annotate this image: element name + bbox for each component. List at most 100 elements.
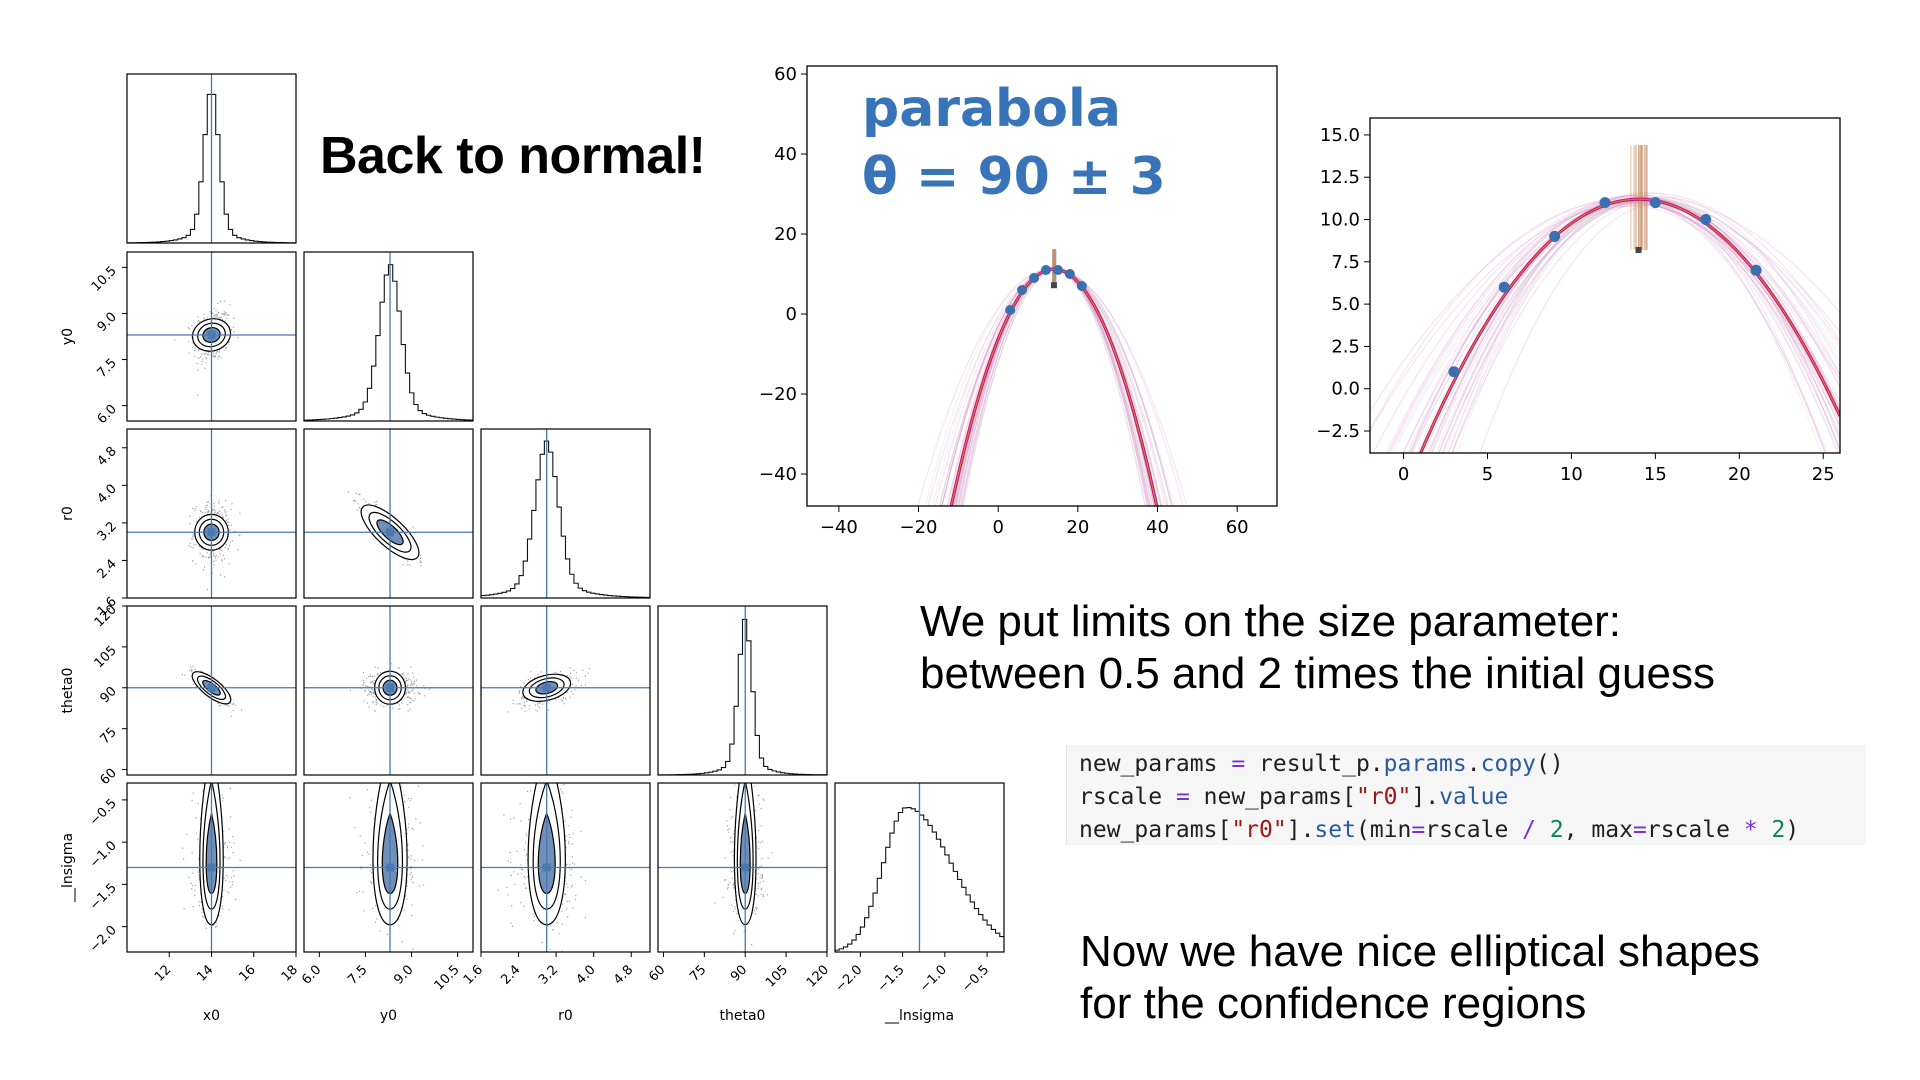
posterior-curve — [1451, 198, 1840, 453]
plot-area — [1370, 145, 1840, 453]
truth-marker — [207, 863, 216, 872]
annotation-line-2: θ = 90 ± 3 — [862, 147, 1166, 207]
x-tick-label: 90 — [728, 962, 750, 984]
truth-marker — [386, 528, 395, 537]
posterior-curve — [961, 269, 1155, 506]
corner-panel-r0-r0 — [480, 428, 651, 599]
data-point — [1040, 265, 1051, 275]
posterior-curve — [1408, 196, 1840, 453]
panel-content — [835, 783, 1004, 952]
scatter-samples-y0-x0 — [174, 300, 239, 396]
y-tick-label: 0 — [786, 304, 797, 325]
x-tick-label: −1.5 — [875, 962, 908, 995]
panel-content — [304, 429, 473, 598]
y-tick-label: 60 — [98, 766, 120, 788]
paragraph-limits-line-1: We put limits on the size parameter: — [920, 597, 1622, 646]
paragraph-limits: We put limits on the size parameter: bet… — [920, 596, 1715, 700]
posterior-curve — [1441, 204, 1840, 453]
corner-panel-y0-y0 — [303, 251, 474, 422]
histogram-theta0 — [658, 618, 827, 775]
x-tick-label: 4.8 — [611, 962, 636, 987]
x-tick-label: −20 — [900, 517, 938, 538]
panel-content — [127, 783, 296, 952]
posterior-curve — [1431, 198, 1840, 453]
truth-marker — [741, 863, 750, 872]
posterior-curve — [1409, 195, 1840, 453]
data-point — [1750, 264, 1762, 276]
slide-title: Back to normal! — [320, 127, 706, 185]
y-tick-label: −20 — [759, 384, 797, 405]
x-tick-label: 5 — [1482, 464, 1493, 485]
corner-panel-__lnsigma-x0: 12 14 16 18 x0 −2.0 −1.5 −1.0 −0.5 __lnsigma — [60, 782, 301, 1024]
panel-frame — [303, 605, 474, 776]
corner-panel-__lnsigma-theta0: 60 75 90 105 120 theta0 — [646, 782, 832, 1024]
posterior-curve — [1370, 200, 1840, 431]
y-tick-label: 15.0 — [1320, 125, 1360, 146]
posterior-curve — [962, 268, 1154, 506]
histogram-r0 — [481, 440, 650, 598]
corner-panel-__lnsigma-__lnsigma: −2.0 −1.5 −1.0 −0.5 __lnsigma — [832, 782, 1005, 1024]
panel-frame — [126, 428, 297, 599]
posterior-curve — [1447, 201, 1838, 453]
x-tick-label: 25 — [1812, 464, 1835, 485]
data-point — [1599, 197, 1611, 209]
corner-panel-r0-y0 — [303, 428, 474, 599]
panel-content — [127, 429, 296, 598]
data-point — [1029, 273, 1040, 283]
panel-content — [658, 783, 827, 952]
panel-frame — [834, 782, 1005, 953]
parabola-plot-2: 0 5 10 15 20 25 −2.5 0.0 2.5 5.0 7.5 10.0 12.5 15.0 — [1316, 117, 1841, 485]
x-tick-label: −2.0 — [832, 962, 865, 995]
y-axis-label: r0 — [60, 506, 76, 521]
x-tick-label: 18 — [279, 962, 301, 984]
panel-content — [127, 606, 296, 775]
histogram-y0 — [304, 264, 473, 421]
x-tick-label: 14 — [194, 962, 216, 984]
paragraph-ellipses-line-1: Now we have nice elliptical shapes — [1080, 927, 1760, 976]
paragraph-ellipses: Now we have nice elliptical shapes for t… — [1080, 926, 1760, 1030]
x-tick-label: 105 — [763, 962, 791, 990]
y-tick-label: 3.2 — [95, 519, 120, 544]
y-axis-label: __lnsigma — [60, 833, 76, 903]
x-tick-label: 10 — [1560, 464, 1583, 485]
posterior-curve — [954, 269, 1157, 506]
y-tick-label: 9.0 — [95, 310, 120, 335]
x-tick-label: 16 — [236, 962, 258, 984]
panel-content — [658, 606, 827, 775]
panel-frame — [657, 782, 828, 953]
x-tick-label: 2.4 — [498, 962, 523, 987]
y-tick-label: 4.0 — [95, 482, 120, 507]
x-tick-label: 20 — [1728, 464, 1751, 485]
posterior-curve — [1441, 199, 1840, 453]
panel-content — [481, 606, 650, 775]
y-tick-label: 12.5 — [1320, 167, 1360, 188]
x-tick-label: 120 — [804, 962, 832, 990]
truth-marker — [386, 863, 395, 872]
x-tick-label: 10.5 — [432, 962, 463, 993]
x-tick-label: −40 — [820, 517, 858, 538]
x-tick-label: −0.5 — [959, 962, 992, 995]
posterior-curve — [1427, 199, 1840, 453]
data-point — [1700, 214, 1712, 226]
x-tick-label: −1.0 — [917, 962, 950, 995]
truth-marker — [386, 683, 395, 692]
data-point — [1017, 285, 1028, 295]
paragraph-ellipses-line-2: for the confidence regions — [1080, 979, 1587, 1028]
truth-marker — [542, 863, 551, 872]
code-line-3: new_params["r0"].set(min=rscale / 2, max… — [1079, 817, 1800, 843]
plot-frame — [806, 65, 1278, 507]
paragraph-limits-line-2: between 0.5 and 2 times the initial gues… — [920, 649, 1715, 698]
annotation-line-1: parabola — [862, 79, 1121, 139]
y-tick-label: 60 — [774, 64, 797, 85]
x-tick-label: 1.6 — [461, 962, 486, 987]
corner-panel-__lnsigma-y0: 6.0 7.5 9.0 10.5 y0 — [299, 782, 474, 1024]
x-tick-label: 15 — [1644, 464, 1667, 485]
posterior-curve — [1479, 203, 1840, 453]
x-tick-label: 9.0 — [391, 962, 416, 987]
panel-frame — [303, 251, 474, 422]
panel-frame — [303, 782, 474, 953]
posterior-curve — [1456, 199, 1822, 453]
code-line-2: rscale = new_params["r0"].value — [1079, 784, 1509, 810]
x-tick-label: 20 — [1066, 517, 1089, 538]
